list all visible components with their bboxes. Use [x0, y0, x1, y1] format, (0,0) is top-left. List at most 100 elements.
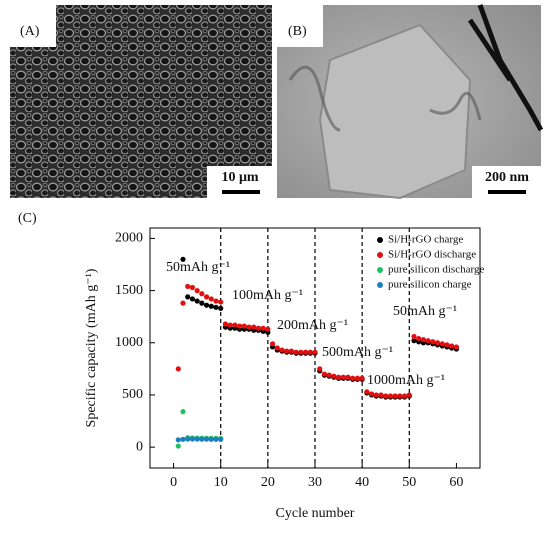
data-point — [406, 392, 412, 398]
data-point — [203, 436, 210, 442]
data-point — [189, 284, 196, 291]
data-point — [218, 436, 224, 442]
debris — [288, 65, 482, 132]
data-point — [203, 302, 210, 308]
data-point — [453, 344, 460, 350]
data-point — [203, 294, 210, 300]
data-point — [227, 322, 233, 328]
annotation: 500mAh g⁻¹ — [322, 345, 393, 360]
x-tick-label: 60 — [449, 475, 463, 490]
data-point — [411, 338, 417, 344]
data-point — [302, 349, 309, 355]
data-point — [444, 342, 450, 348]
scale-bar-label: 200 nm — [485, 170, 529, 185]
data-point — [312, 349, 318, 355]
data-point — [434, 340, 441, 346]
data-point — [208, 436, 214, 442]
x-tick-label: 0 — [170, 475, 177, 490]
data-point — [189, 296, 196, 302]
data-point — [175, 437, 181, 443]
y-tick-label: 2000 — [115, 231, 143, 246]
data-point — [326, 372, 332, 378]
legend-marker — [377, 282, 383, 288]
data-point — [335, 374, 342, 380]
data-point — [307, 349, 313, 355]
annotation: 1000mAh g⁻¹ — [367, 373, 445, 388]
data-point — [317, 366, 323, 372]
data-point — [401, 393, 408, 399]
data-point — [383, 393, 389, 399]
scale-bar-label: 10 μm — [221, 170, 258, 185]
data-point — [222, 321, 229, 327]
legend-label: pure silicon discharge — [388, 264, 484, 276]
annotation: 100mAh g⁻¹ — [232, 288, 303, 303]
data-point — [392, 393, 398, 399]
data-point — [340, 374, 346, 380]
data-point — [251, 324, 257, 330]
legend-marker — [377, 237, 383, 243]
data-point — [354, 375, 361, 381]
panel-label: (A) — [20, 24, 40, 39]
data-point — [236, 323, 243, 329]
data-point — [199, 436, 205, 442]
crack — [467, 4, 544, 132]
data-point — [279, 347, 285, 353]
data-point — [189, 436, 196, 442]
data-point — [345, 374, 351, 380]
data-point — [387, 393, 394, 399]
data-point — [175, 366, 181, 372]
legend-marker — [377, 252, 383, 258]
y-tick-label: 500 — [122, 387, 143, 402]
data-point — [180, 409, 186, 415]
x-tick-label: 30 — [308, 475, 322, 490]
data-point — [218, 305, 224, 311]
data-point — [269, 341, 276, 347]
data-point — [241, 323, 247, 329]
y-tick-label: 0 — [136, 439, 143, 454]
data-point — [449, 343, 455, 349]
label-box — [277, 5, 323, 47]
annotation: 50mAh g⁻¹ — [393, 304, 457, 319]
data-point — [350, 375, 356, 381]
y-axis-label: Specific capacity (mAh g⁻¹) — [84, 268, 99, 427]
panel-label: (C) — [18, 211, 37, 226]
data-point — [185, 436, 191, 442]
legend-label: pure silicon charge — [388, 279, 472, 291]
panel-label: (B) — [288, 24, 307, 39]
data-point — [255, 325, 262, 331]
data-point — [298, 349, 304, 355]
data-point — [425, 338, 431, 344]
data-point — [378, 392, 384, 398]
data-point — [321, 371, 328, 377]
data-point — [194, 436, 200, 442]
label-box — [10, 5, 56, 47]
data-point — [416, 336, 422, 342]
data-point — [213, 298, 219, 304]
data-point — [175, 443, 181, 449]
data-point — [331, 373, 337, 379]
y-tick-label: 1000 — [115, 335, 143, 350]
annotation: 200mAh g⁻¹ — [277, 318, 348, 333]
x-axis-label: Cycle number — [276, 506, 355, 521]
legend-label: Si/H-rGO discharge — [388, 249, 476, 261]
data-point — [439, 341, 445, 347]
legend-marker — [377, 267, 383, 273]
data-point — [208, 303, 214, 309]
data-point — [194, 298, 200, 304]
data-point — [213, 304, 219, 310]
data-point — [293, 349, 299, 355]
data-point — [284, 348, 290, 354]
data-point — [397, 393, 403, 399]
scale-bar — [222, 190, 260, 194]
y-tick-label: 1500 — [115, 283, 143, 298]
data-point — [359, 375, 365, 381]
data-point — [185, 283, 191, 290]
data-point — [185, 294, 191, 300]
data-point — [368, 391, 375, 397]
data-point — [194, 288, 200, 294]
data-point — [373, 392, 379, 398]
data-point — [199, 291, 205, 297]
x-tick-label: 40 — [355, 475, 369, 490]
data-point — [218, 299, 224, 305]
